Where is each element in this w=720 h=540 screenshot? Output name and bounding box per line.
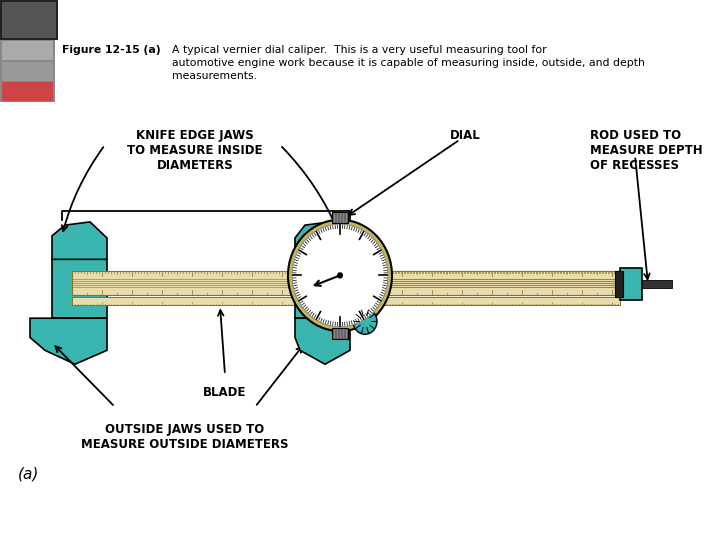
Text: A typical vernier dial caliper.  This is a very useful measuring tool for
automo: A typical vernier dial caliper. This is … [172, 45, 645, 82]
Text: DIAL: DIAL [450, 129, 481, 142]
Text: KNIFE EDGE JAWS
TO MEASURE INSIDE
DIAMETERS: KNIFE EDGE JAWS TO MEASURE INSIDE DIAMET… [127, 129, 263, 172]
Text: ROD USED TO
MEASURE DEPTH
OF RECESSES: ROD USED TO MEASURE DEPTH OF RECESSES [590, 129, 703, 172]
Bar [52, 259, 107, 318]
Circle shape [288, 220, 392, 331]
Bar [620, 268, 642, 300]
Text: MEASURING SYSTEMS AND TOOLS: MEASURING SYSTEMS AND TOOLS [90, 14, 346, 26]
Bar [72, 297, 620, 305]
Text: ALWAYS LEARNING: ALWAYS LEARNING [8, 513, 96, 522]
Bar [2, 2, 56, 38]
Text: James Halderman: James Halderman [130, 526, 210, 536]
Polygon shape [30, 318, 107, 364]
Circle shape [353, 308, 377, 334]
Bar [0, 40, 55, 102]
Bar [350, 271, 620, 295]
Bar [642, 280, 672, 288]
Bar [615, 271, 623, 297]
Bar [295, 259, 350, 318]
Text: BLADE: BLADE [203, 386, 247, 399]
Bar [0, 0, 58, 40]
Polygon shape [295, 318, 350, 364]
Text: OUTSIDE JAWS USED TO
MEASURE OUTSIDE DIAMETERS: OUTSIDE JAWS USED TO MEASURE OUTSIDE DIA… [81, 423, 289, 451]
Bar [72, 271, 620, 295]
Polygon shape [52, 222, 107, 259]
Text: 12: 12 [68, 12, 89, 28]
Text: (a): (a) [18, 467, 40, 482]
FancyBboxPatch shape [332, 328, 348, 339]
Circle shape [292, 224, 388, 327]
Text: PEARSON: PEARSON [608, 515, 712, 534]
Text: Figure 12-15 (a): Figure 12-15 (a) [62, 45, 172, 55]
Text: , Fifth Edition: , Fifth Edition [225, 513, 284, 522]
Text: Automotive Technology: Automotive Technology [130, 513, 236, 522]
Bar [350, 248, 380, 300]
Circle shape [337, 272, 343, 279]
FancyBboxPatch shape [332, 212, 348, 223]
Bar [2, 41, 53, 60]
Bar [2, 62, 53, 81]
Polygon shape [295, 222, 350, 259]
Bar [350, 297, 620, 305]
Bar [2, 82, 53, 102]
